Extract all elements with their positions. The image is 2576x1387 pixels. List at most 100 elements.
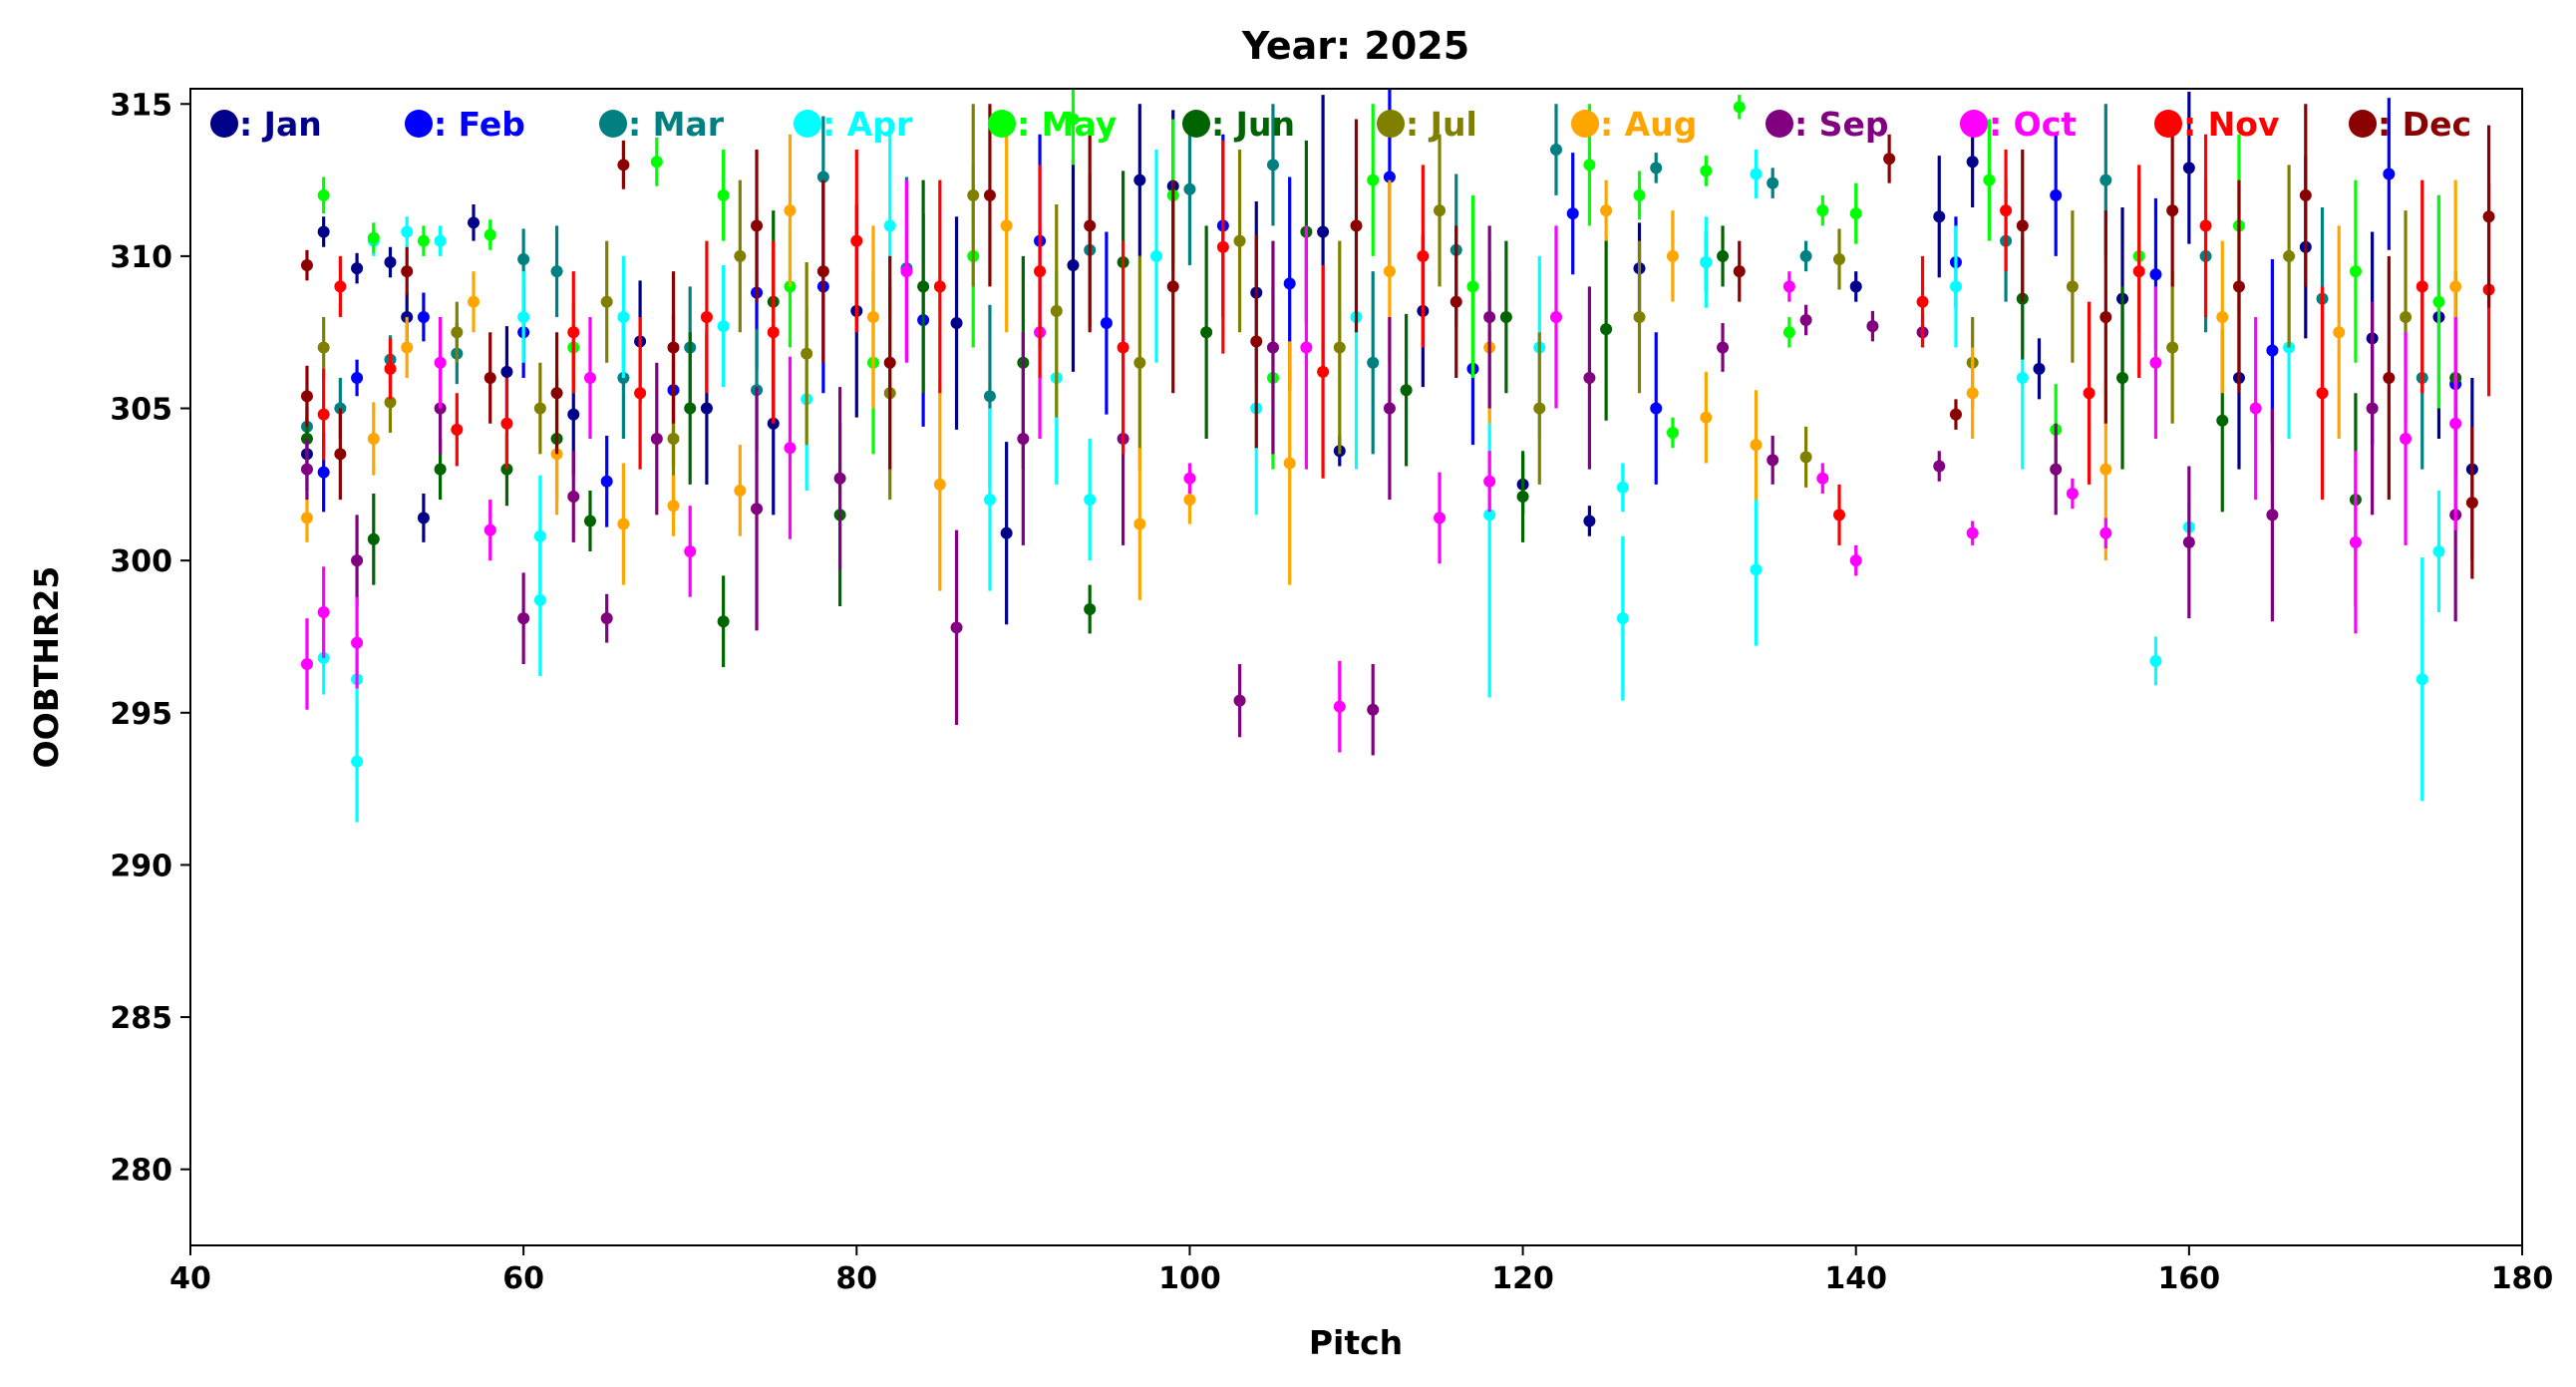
data-point (967, 188, 980, 201)
data-point (1583, 159, 1596, 172)
data-point (1483, 475, 1496, 488)
plot-marks (300, 89, 2495, 823)
data-point (1966, 387, 1979, 400)
data-point (650, 156, 663, 169)
data-point (2149, 356, 2162, 369)
data-point (883, 356, 896, 369)
data-point (317, 466, 330, 479)
data-point (468, 295, 481, 308)
data-point (2199, 219, 2212, 232)
data-point (1816, 204, 1829, 217)
data-point (384, 362, 397, 375)
data-point (2249, 402, 2262, 415)
data-point (1866, 320, 1879, 333)
data-point (300, 657, 313, 670)
data-point (634, 387, 647, 400)
data-point (1367, 356, 1380, 369)
data-point (1966, 156, 1979, 169)
data-point (567, 408, 580, 421)
data-point (1367, 703, 1380, 716)
data-point (451, 326, 464, 339)
data-point (1549, 310, 1562, 323)
series-11 (300, 104, 2495, 579)
y-tick-label: 310 (110, 240, 172, 275)
x-tick-label: 120 (1491, 1261, 1554, 1296)
data-point (1383, 265, 1396, 278)
data-point (2299, 188, 2312, 201)
data-point (1916, 295, 1929, 308)
data-point (1566, 207, 1579, 220)
data-point (784, 204, 797, 217)
data-point (667, 341, 680, 354)
data-point (583, 515, 596, 527)
legend-marker (1960, 110, 1988, 138)
data-point (1833, 509, 1846, 521)
x-axis: 40 60 80 100 120 140 160 180 (169, 1245, 2553, 1296)
data-point (1434, 512, 1447, 524)
y-tick-label: 305 (110, 393, 172, 428)
data-point (317, 408, 330, 421)
data-point (1717, 249, 1730, 262)
data-point (784, 442, 797, 455)
x-tick-label: 80 (835, 1261, 877, 1296)
data-point (1767, 176, 1779, 189)
data-point (1084, 219, 1097, 232)
data-point (2033, 362, 2046, 375)
data-point (600, 295, 613, 308)
data-point (567, 326, 580, 339)
data-point (1600, 204, 1613, 217)
data-point (2016, 219, 2029, 232)
data-point (617, 518, 630, 530)
data-point (401, 225, 414, 238)
legend-marker (2349, 110, 2377, 138)
data-point (2149, 268, 2162, 281)
data-point (1583, 515, 1596, 527)
data-point (1283, 457, 1296, 470)
legend-label: : Aug (1600, 105, 1697, 144)
data-point (567, 491, 580, 504)
data-point (1516, 491, 1529, 504)
data-point (1700, 411, 1713, 424)
data-point (933, 478, 946, 491)
data-point (833, 472, 846, 485)
data-point (2099, 463, 2112, 476)
series-5 (300, 140, 2462, 667)
data-point (300, 463, 313, 476)
data-point (1050, 304, 1063, 317)
data-point (600, 475, 613, 488)
data-point (1666, 249, 1679, 262)
data-point (1750, 563, 1763, 576)
data-point (2099, 310, 2112, 323)
data-point (2415, 280, 2428, 293)
data-point (1017, 433, 1030, 446)
data-point (1933, 460, 1946, 473)
data-point (1084, 494, 1097, 507)
data-point (1067, 259, 1080, 272)
data-point (1883, 153, 1896, 166)
data-point (717, 320, 730, 333)
data-point (1666, 426, 1679, 439)
data-point (2283, 249, 2296, 262)
data-point (317, 606, 330, 619)
data-point (317, 341, 330, 354)
data-point (1233, 694, 1246, 707)
data-point (2482, 210, 2495, 223)
data-point (1849, 207, 1862, 220)
data-point (2166, 341, 2179, 354)
legend-label: : Jul (1406, 105, 1477, 144)
data-point (2266, 509, 2279, 521)
data-point (1949, 280, 1962, 293)
data-point (2083, 387, 2095, 400)
data-point (1266, 159, 1279, 172)
y-tick-label: 285 (110, 1001, 172, 1036)
data-point (983, 188, 996, 201)
data-point (717, 615, 730, 628)
y-axis-label: OOBTHR25 (27, 566, 66, 769)
data-point (517, 612, 530, 625)
data-point (533, 402, 546, 415)
data-point (2099, 526, 2112, 539)
data-point (2050, 463, 2063, 476)
data-point (2116, 372, 2129, 384)
data-point (1084, 603, 1097, 615)
data-point (1317, 365, 1330, 378)
